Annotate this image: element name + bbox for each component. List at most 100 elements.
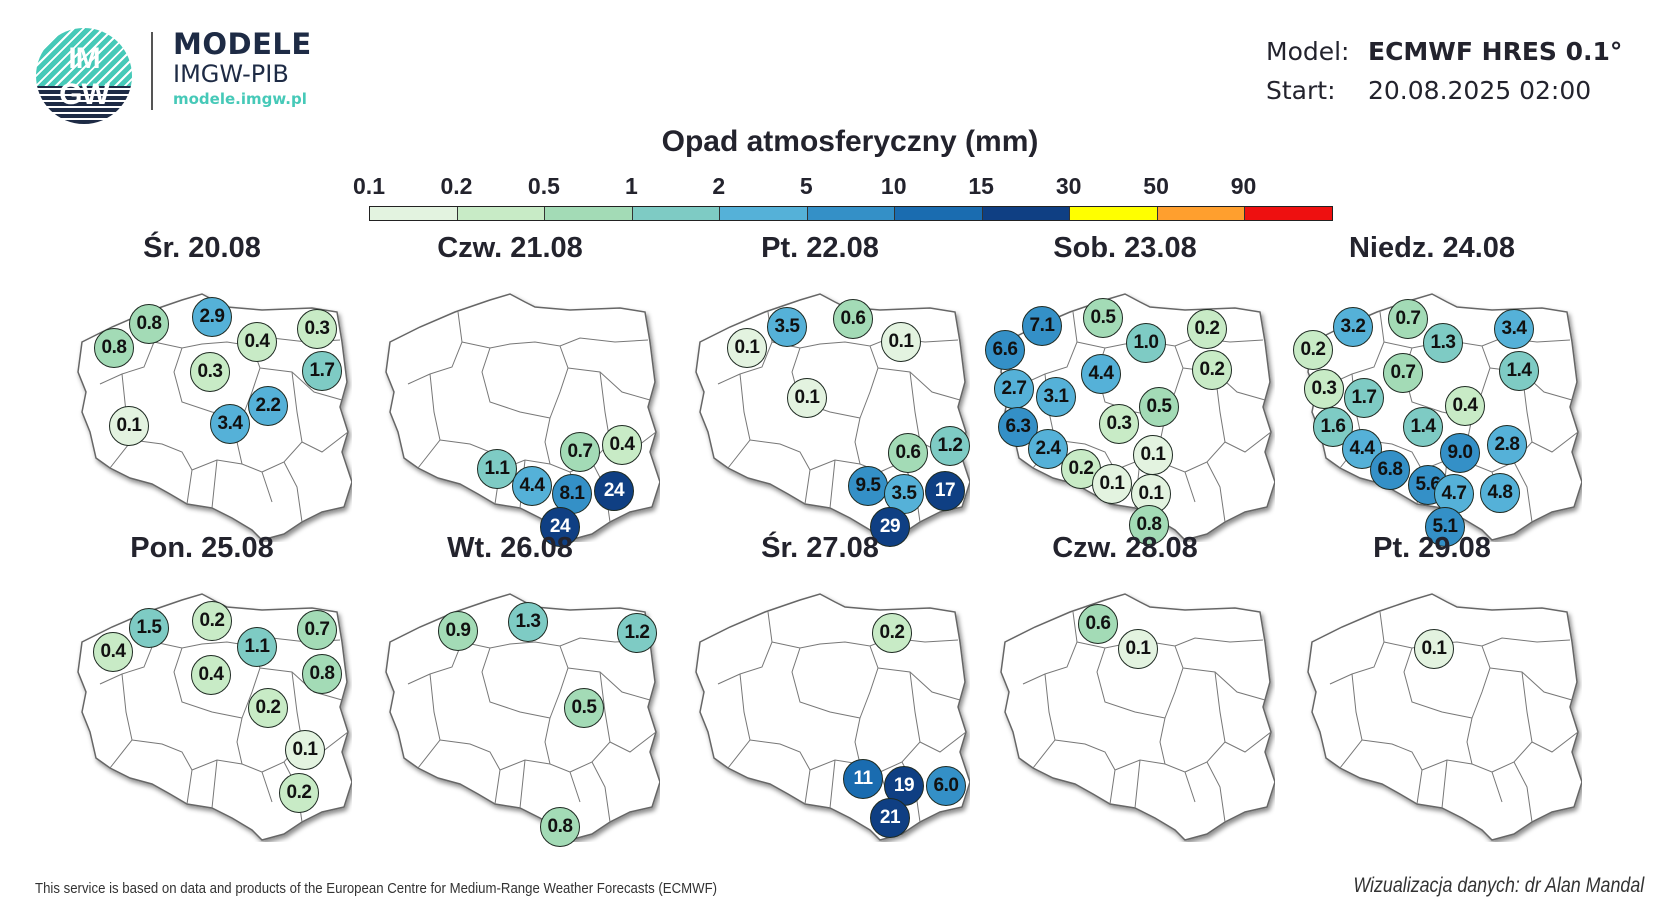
model-info: Model: ECMWF HRES 0.1° Start: 20.08.2025 0…: [1266, 32, 1622, 110]
precip-value-bubble: 1.3: [1423, 323, 1463, 363]
poland-outline-icon: [385, 593, 660, 841]
forecast-day-panel: Śr. 27.08 0.2 11 19 6.0 21: [670, 532, 970, 842]
precip-value-bubble: 9.0: [1440, 433, 1480, 473]
precip-value-bubble: 11: [843, 759, 883, 799]
precip-value-bubble: 4.7: [1434, 474, 1474, 514]
poland-map: 0.9 1.3 1.2 0.5 0.8: [360, 572, 660, 847]
precip-value-bubble: 1.4: [1403, 407, 1443, 447]
precip-value-bubble: 29: [870, 507, 910, 547]
legend-tick: 30: [1055, 173, 1082, 199]
precip-value-bubble: 7.1: [1022, 306, 1062, 346]
brand-block: MODELE IMGW-PIB modele.imgw.pl: [173, 28, 312, 110]
brand-title: MODELE: [173, 27, 312, 61]
precip-value-bubble: 0.3: [190, 352, 230, 392]
legend-segment: [1070, 207, 1158, 220]
precip-value-bubble: 0.7: [1383, 353, 1423, 393]
source-note: This service is based on data and produc…: [35, 880, 718, 897]
logo-stripes-top: [36, 28, 132, 86]
panel-date-title: Wt. 26.08: [447, 532, 573, 564]
precip-value-bubble: 3.4: [210, 404, 250, 444]
logo-text-top: IM: [68, 42, 100, 75]
precip-value-bubble: 4.4: [1342, 429, 1382, 469]
panel-date-title: Sob. 23.08: [1053, 232, 1197, 264]
precip-value-bubble: 0.1: [285, 730, 325, 770]
poland-map: 0.6 0.1: [975, 572, 1275, 842]
legend-segment: [982, 207, 1071, 220]
legend-segment: [720, 207, 808, 220]
precip-value-bubble: 24: [540, 507, 580, 547]
legend-tick: 1: [624, 173, 638, 199]
precip-value-bubble: 0.1: [787, 378, 827, 418]
legend-segment: [545, 207, 633, 220]
precip-value-bubble: 0.7: [297, 610, 337, 650]
poland-map: 0.2 3.2 0.7 1.3 3.4 0.7 1.4 0.3 1.7 0.4 1.6 1.4 4.4 9…: [1282, 272, 1582, 547]
forecast-day-panel: Czw. 28.08 0.6 0.1: [975, 532, 1275, 842]
precip-value-bubble: 0.2: [248, 688, 288, 728]
precip-value-bubble: 0.3: [1304, 369, 1344, 409]
legend-segment: [895, 207, 983, 220]
start-label: Start:: [1266, 76, 1336, 105]
brand-url[interactable]: modele.imgw.pl: [173, 90, 307, 108]
legend-tick: 2: [712, 173, 726, 199]
precip-value-bubble: 0.4: [1445, 386, 1485, 426]
panel-date-title: Niedz. 24.08: [1348, 232, 1516, 264]
legend-segment: [370, 207, 458, 220]
precip-value-bubble: 0.4: [93, 632, 133, 672]
precip-value-bubble: 0.8: [94, 328, 134, 368]
precip-value-bubble: 0.1: [1118, 629, 1158, 669]
precip-value-bubble: 0.8: [129, 304, 169, 344]
panel-date-title: Pt. 22.08: [761, 232, 879, 264]
precip-value-bubble: 1.7: [302, 351, 342, 391]
precip-value-bubble: 3.5: [884, 474, 924, 514]
precip-value-bubble: 0.2: [872, 613, 912, 653]
panel-date-title: Śr. 20.08: [143, 232, 261, 264]
start-value: 20.08.2025 02:00: [1368, 76, 1592, 105]
precip-value-bubble: 0.4: [191, 655, 231, 695]
precip-value-bubble: 2.2: [248, 386, 288, 426]
logo-divider: [151, 32, 153, 110]
poland-map: 0.8 0.8 2.9 0.4 0.3 0.3 1.7 2.2 3.4 0.1: [52, 272, 352, 542]
precip-value-bubble: 0.9: [438, 611, 478, 651]
poland-outline-icon: [1000, 593, 1275, 841]
legend-tick: 10: [880, 173, 907, 199]
poland-map: 0.4 1.5 0.2 1.1 0.7 0.4 0.8 0.2 0.1 0.2: [52, 572, 352, 842]
forecast-day-panel: Pt. 29.08 0.1: [1282, 532, 1582, 842]
precip-value-bubble: 0.5: [564, 688, 604, 728]
legend-tick: 0.1: [353, 173, 385, 199]
forecast-day-panel: Czw. 21.08 0.7 0.4 1.1 4.4 8.1 24 24: [360, 232, 660, 547]
legend-tick: 15: [968, 173, 994, 199]
legend-segment: [1245, 207, 1333, 220]
precip-value-bubble: 0.4: [237, 322, 277, 362]
poland-map: 0.1: [1282, 572, 1582, 842]
precip-value-bubble: 0.8: [540, 807, 580, 847]
precip-value-bubble: 0.3: [297, 309, 337, 349]
panel-date-title: Pt. 29.08: [1373, 532, 1491, 564]
precip-value-bubble: 2.9: [192, 297, 232, 337]
precip-value-bubble: 0.4: [602, 425, 642, 465]
precip-value-bubble: 4.8: [1480, 473, 1520, 513]
precip-value-bubble: 1.5: [129, 608, 169, 648]
precip-value-bubble: 0.6: [1078, 604, 1118, 644]
poland-map: 6.6 7.1 0.5 1.0 0.2 0.2 4.4 2.7 3.1 0.5 0.3 6.3 2.4 0…: [975, 272, 1275, 545]
precip-value-bubble: 17: [925, 471, 965, 511]
legend-tick: 0.2: [440, 173, 473, 199]
precip-value-bubble: 0.2: [192, 601, 232, 641]
precip-value-bubble: 0.7: [560, 432, 600, 472]
legend-tick: 90: [1230, 173, 1257, 199]
precip-value-bubble: 0.6: [833, 299, 873, 339]
precip-value-bubble: 1.4: [1499, 351, 1539, 391]
poland-outline-icon: [1307, 593, 1582, 841]
precip-value-bubble: 0.1: [727, 328, 767, 368]
poland-map: 0.2 11 19 6.0 21: [670, 572, 970, 842]
legend-title: Opad atmosferyczny (mm): [661, 125, 1039, 158]
brand-subtitle: IMGW-PIB: [173, 60, 289, 88]
precip-value-bubble: 0.2: [1192, 350, 1232, 390]
precip-value-bubble: 6.8: [1370, 450, 1410, 490]
model-label: Model:: [1266, 37, 1350, 66]
precip-value-bubble: 0.1: [1414, 629, 1454, 669]
logo-stripes-bottom: [36, 86, 132, 124]
credit-note: Wizualizacja danych: dr Alan Mandal: [1353, 874, 1644, 897]
precip-value-bubble: 0.1: [1133, 435, 1173, 475]
precip-value-bubble: 6.0: [926, 766, 966, 806]
precip-value-bubble: 3.4: [1494, 309, 1534, 349]
